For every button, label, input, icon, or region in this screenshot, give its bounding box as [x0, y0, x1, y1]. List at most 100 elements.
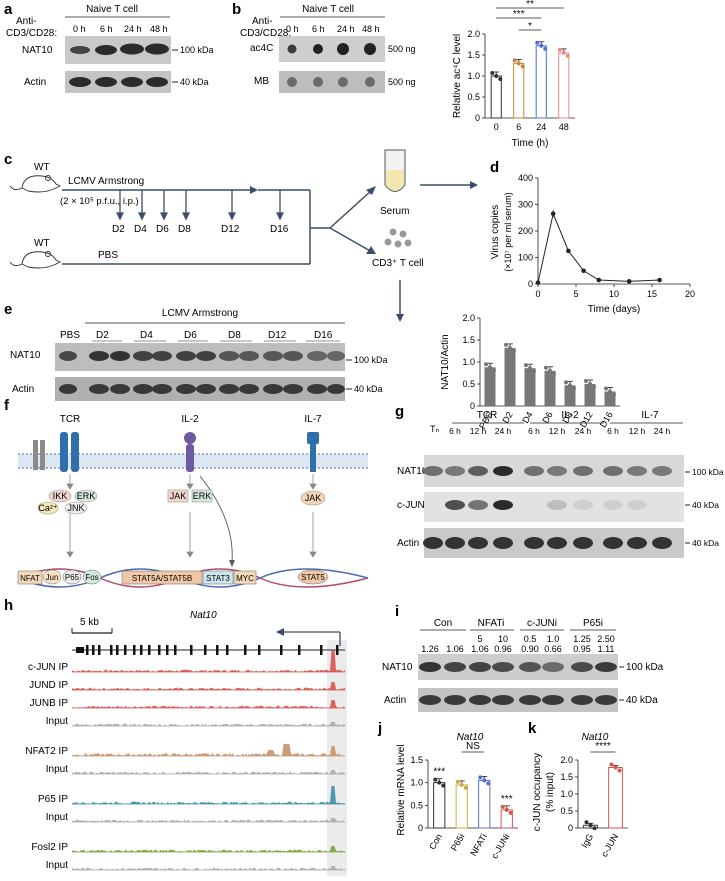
- data-point: [516, 61, 521, 66]
- data-point: [592, 385, 596, 389]
- g-lane-label: 24 h: [495, 426, 512, 436]
- tick-label: 0: [568, 823, 573, 833]
- panel-h-tracks: Nat10 5 kb c-JUN IP JUND IP JUNB IP Input NF…: [25, 610, 347, 876]
- significance-label: ****: [595, 741, 611, 752]
- i-ratio-label: 0.90: [521, 644, 539, 654]
- data-point: [544, 365, 548, 370]
- track-signal: [72, 700, 345, 708]
- f-tf-nfat: NFAT: [20, 574, 40, 583]
- f-receptor-il2: IL-2: [181, 414, 199, 425]
- g-cjun-strip: [424, 492, 684, 522]
- il2-receptor-icon: [184, 432, 196, 472]
- category-label: D8: [560, 410, 574, 425]
- f-kinase-jak1: JAK: [170, 491, 187, 501]
- i-row-nat10: NAT10: [382, 662, 413, 673]
- e-row-nat10: NAT10: [10, 350, 41, 361]
- chart-k: Nat10 0 0.5 1.0 1.5 2.0 IgG c-JUN c-JUN occupanc…: [532, 732, 628, 859]
- g-marker-40b: 40 kDa: [692, 538, 719, 548]
- data-point: [484, 362, 488, 367]
- track-label: JUNB IP: [30, 698, 69, 709]
- cells-icon: [384, 228, 412, 248]
- g-marker-40a: 40 kDa: [692, 500, 719, 510]
- b-lane-6h: 6 h: [312, 24, 325, 34]
- f-tf-myc: MYC: [236, 574, 254, 583]
- i-dose-label: 5: [477, 634, 482, 644]
- c-control: PBS: [98, 250, 118, 261]
- d-xlabel: Time (days): [588, 304, 640, 315]
- panel-e-blot: LCMV Armstrong PBS D2 D4 D6 D8 D12 D16 N…: [10, 308, 388, 401]
- g-lane-label: 6 h: [449, 426, 461, 436]
- a-row-actin: Actin: [24, 77, 46, 88]
- a-lane-6h: 6 h: [100, 24, 113, 34]
- bar: [433, 782, 446, 829]
- tick-label: 0.5: [462, 379, 475, 389]
- e-lane-d2: D2: [96, 330, 109, 341]
- data-point: [488, 365, 492, 370]
- significance-label: ***: [433, 767, 445, 778]
- h-scale: 5 kb: [80, 617, 99, 628]
- panel-g-blot: Tₙ TCR IL-2 IL-7 6 h 12 h 24 h 6 h 12 h 24 h 6…: [397, 410, 724, 558]
- data-point: [568, 383, 572, 388]
- e-lane-d12: D12: [268, 330, 287, 341]
- tick-label: 0: [528, 279, 533, 289]
- data-point: [626, 279, 632, 284]
- h-gene-title: Nat10: [190, 610, 217, 621]
- data-point: [566, 248, 571, 254]
- tick-label: 10: [609, 289, 619, 299]
- a-lane-48h: 48 h: [150, 24, 168, 34]
- track-signal: [72, 846, 345, 852]
- panel-label-e: e: [4, 301, 12, 318]
- d-ylabel-2: (×10⁷ per ml serum): [503, 192, 513, 272]
- i-group-p65i: P65i: [583, 618, 603, 629]
- g-lane-label: 6 h: [607, 426, 619, 436]
- k-title: Nat10: [582, 732, 609, 743]
- data-point: [612, 392, 616, 397]
- bar: [564, 385, 576, 406]
- j-ylabel: Relative mRNA level: [396, 744, 407, 835]
- g-row-cjun: c-JUN: [397, 500, 425, 511]
- category-label: 0: [494, 122, 499, 132]
- e-lane-d4: D4: [140, 330, 153, 341]
- c-mouse1-label: WT: [34, 162, 50, 173]
- f-kinase-jnk: JNK: [67, 503, 84, 513]
- significance-label: ***: [513, 9, 525, 20]
- track-label: P65 IP: [38, 794, 68, 805]
- panel-label-k: k: [528, 720, 537, 737]
- data-point: [561, 50, 566, 55]
- track-signal: [72, 682, 345, 690]
- bar: [608, 766, 623, 829]
- category-label: c-JUN: [599, 832, 620, 859]
- tick-label: 15: [647, 289, 657, 299]
- significance-label: *: [528, 21, 532, 32]
- e-marker-40: 40 kDa: [354, 384, 383, 394]
- data-point: [498, 77, 503, 81]
- i-ratio-label: 1.26: [421, 644, 439, 654]
- data-point: [617, 768, 622, 773]
- data-point: [608, 389, 612, 394]
- e-ylabel: NAT10/Actin: [440, 334, 451, 389]
- category-label: NFATi: [468, 832, 489, 858]
- d-ylabel-1: Virus copies: [490, 205, 501, 259]
- panel-labels: a b c d e f g h i j k: [4, 1, 537, 737]
- data-point: [596, 277, 602, 283]
- a-marker-40: 40 kDa: [180, 77, 209, 87]
- c-day-d16: D16: [270, 224, 289, 235]
- e-lane-d16: D16: [314, 330, 333, 341]
- data-point: [552, 371, 556, 376]
- c-day-d8: D8: [178, 224, 191, 235]
- g-lane-label: 24 h: [654, 426, 671, 436]
- panel-c-schematic: WT LCMV Armstrong (2 × 10⁵ p.f.u., i.p.)…: [9, 149, 478, 322]
- data-point: [592, 826, 597, 831]
- data-point: [584, 820, 589, 825]
- data-point: [535, 40, 540, 45]
- f-kinase-ikk: IKK: [53, 491, 68, 501]
- category-label: 48: [559, 122, 569, 132]
- f-tf-fos: Fos: [85, 573, 98, 582]
- category-label: 6: [516, 122, 521, 132]
- bar: [490, 75, 502, 119]
- data-point: [572, 386, 576, 391]
- bar: [584, 384, 596, 406]
- data-point: [500, 804, 505, 809]
- bar: [484, 367, 496, 406]
- data-point: [564, 380, 568, 385]
